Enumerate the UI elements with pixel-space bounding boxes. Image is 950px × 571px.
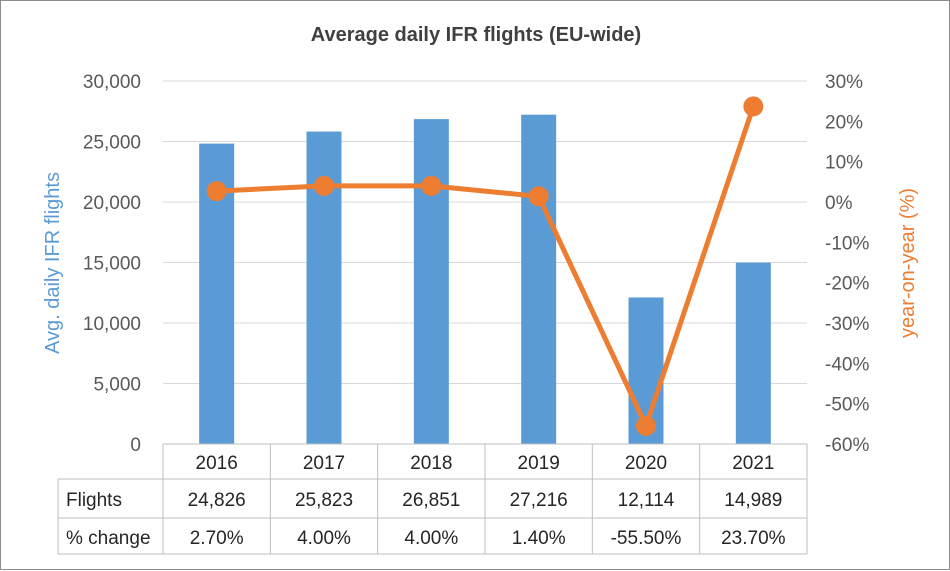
y-left-tick-label: 30,000 [83, 72, 141, 93]
yoy-line [216, 105, 756, 429]
data-table: 2016 2017 2018 2019 2020 2021 Flights 24,826 25,… [57, 443, 808, 555]
x-tick-label: 2018 [410, 453, 452, 474]
y-right-tick-label: 10% [825, 153, 863, 174]
gridlines [163, 80, 807, 445]
yoy-point-2019 [528, 186, 549, 207]
table-row-label: % change [66, 528, 151, 549]
x-tick-label: 2016 [196, 453, 238, 474]
y-right-tick-label: 20% [825, 112, 863, 133]
y-left-tick-label: 0 [130, 435, 141, 456]
table-cell: -55.50% [611, 528, 682, 549]
y-left-tick-label: 5,000 [93, 375, 141, 396]
table-cell: 27,216 [510, 490, 568, 511]
y-right-tick-label: -50% [825, 395, 869, 416]
bar-series [199, 114, 771, 445]
table-cell: 12,114 [618, 490, 675, 511]
yoy-point-2020 [636, 415, 656, 436]
table-cell: 4.00% [297, 528, 351, 549]
y-right-tick-label: -10% [825, 233, 869, 254]
table-cell: 25,823 [295, 490, 353, 511]
y-right-axis-label: year-on-year (%) [897, 188, 919, 338]
x-tick-label: 2019 [518, 453, 560, 474]
x-tick-label: 2021 [732, 453, 774, 474]
table-cell: 4.00% [404, 528, 458, 549]
bar-2018 [413, 119, 449, 444]
y-right-tick-label: -60% [825, 435, 869, 456]
line-series [206, 96, 764, 436]
yoy-point-2016 [206, 181, 227, 202]
y-left-axis-label: Avg. daily IFR flights [42, 172, 64, 354]
table-row-label: Flights [66, 490, 122, 511]
table-cell: 2.70% [190, 528, 244, 549]
bar-2021 [735, 262, 771, 444]
y-left-tick-label: 15,000 [83, 254, 141, 275]
table-cell: 24,826 [188, 490, 246, 511]
y-right-tick-label: -30% [825, 314, 869, 335]
x-tick-label: 2017 [303, 453, 345, 474]
y-right-tick-label: 0% [825, 193, 853, 214]
y-right-tick-label: -20% [825, 274, 869, 295]
table-cell: 26,851 [402, 490, 460, 511]
y-left-tick-label: 10,000 [83, 314, 141, 335]
x-tick-label: 2020 [625, 453, 667, 474]
yoy-point-2018 [421, 175, 442, 196]
y-left-tick-label: 20,000 [83, 193, 141, 214]
axis-ticks: 30,000 25,000 20,000 15,000 10,000 5,000 0 30% 2… [83, 72, 870, 456]
yoy-point-2017 [314, 175, 334, 196]
yoy-point-2021 [743, 96, 764, 117]
table-cell: 1.40% [512, 528, 566, 549]
y-left-tick-label: 25,000 [83, 133, 141, 154]
y-right-tick-label: 30% [825, 72, 863, 93]
table-cell: 14,989 [724, 490, 782, 511]
bar-2019 [521, 114, 557, 444]
chart-title: Average daily IFR flights (EU-wide) [311, 24, 641, 46]
table-cell: 23.70% [721, 528, 786, 549]
y-right-tick-label: -40% [825, 354, 869, 375]
